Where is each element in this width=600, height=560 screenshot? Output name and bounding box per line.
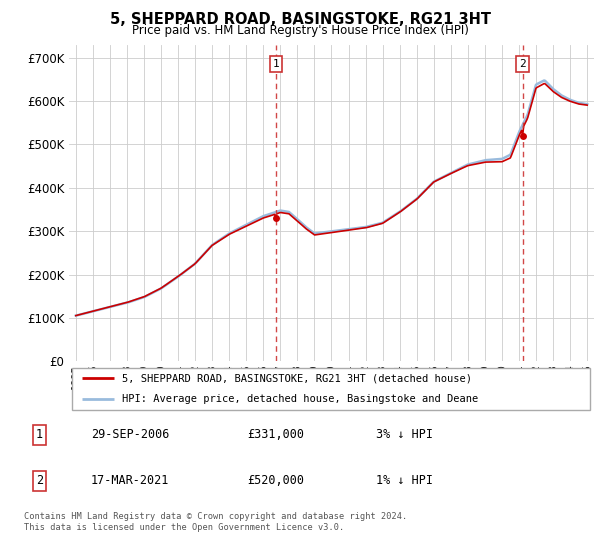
FancyBboxPatch shape xyxy=(71,367,590,410)
Text: 1: 1 xyxy=(36,428,43,441)
Text: £520,000: £520,000 xyxy=(247,474,304,487)
Text: 1: 1 xyxy=(273,59,280,69)
Text: 5, SHEPPARD ROAD, BASINGSTOKE, RG21 3HT (detached house): 5, SHEPPARD ROAD, BASINGSTOKE, RG21 3HT … xyxy=(121,373,472,383)
Text: £331,000: £331,000 xyxy=(247,428,304,441)
Text: 17-MAR-2021: 17-MAR-2021 xyxy=(91,474,169,487)
Text: HPI: Average price, detached house, Basingstoke and Deane: HPI: Average price, detached house, Basi… xyxy=(121,394,478,404)
Text: 1% ↓ HPI: 1% ↓ HPI xyxy=(376,474,433,487)
Text: Price paid vs. HM Land Registry's House Price Index (HPI): Price paid vs. HM Land Registry's House … xyxy=(131,24,469,37)
Text: 5, SHEPPARD ROAD, BASINGSTOKE, RG21 3HT: 5, SHEPPARD ROAD, BASINGSTOKE, RG21 3HT xyxy=(110,12,491,27)
Text: 29-SEP-2006: 29-SEP-2006 xyxy=(91,428,169,441)
Text: Contains HM Land Registry data © Crown copyright and database right 2024.
This d: Contains HM Land Registry data © Crown c… xyxy=(24,512,407,532)
Text: 3% ↓ HPI: 3% ↓ HPI xyxy=(376,428,433,441)
Text: 2: 2 xyxy=(36,474,43,487)
Text: 2: 2 xyxy=(519,59,526,69)
